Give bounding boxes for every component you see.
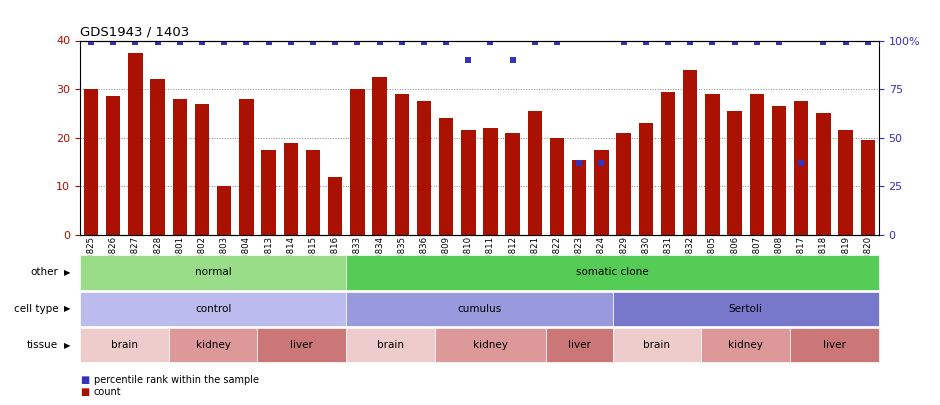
Bar	[239, 99, 254, 235]
Point	[550, 39, 565, 46]
Point	[84, 39, 99, 46]
Text: liver: liver	[568, 340, 590, 350]
Point	[860, 39, 875, 46]
Bar	[462, 130, 476, 235]
Bar	[838, 130, 853, 235]
Bar	[617, 133, 631, 235]
Bar	[572, 160, 587, 235]
Bar	[395, 94, 409, 235]
Point	[216, 39, 231, 46]
Text: control: control	[195, 304, 231, 314]
Text: kidney: kidney	[196, 340, 230, 350]
Bar	[527, 111, 542, 235]
Bar	[350, 89, 365, 235]
Text: brain: brain	[111, 340, 138, 350]
Text: percentile rank within the sample: percentile rank within the sample	[94, 375, 259, 385]
Point	[838, 39, 854, 46]
Point	[195, 39, 210, 46]
Point	[105, 39, 120, 46]
Bar	[816, 113, 831, 235]
Point	[793, 160, 808, 166]
Bar	[195, 104, 210, 235]
Bar	[661, 92, 675, 235]
Text: ■: ■	[80, 387, 89, 397]
Bar	[128, 53, 143, 235]
Text: GDS1943 / 1403: GDS1943 / 1403	[80, 26, 189, 38]
Bar	[794, 101, 808, 235]
Bar	[416, 101, 431, 235]
Bar	[306, 150, 321, 235]
Text: ▶: ▶	[64, 341, 70, 350]
Point	[461, 57, 476, 63]
Text: ■: ■	[80, 375, 89, 385]
Point	[661, 39, 676, 46]
Point	[616, 39, 631, 46]
Text: normal: normal	[195, 267, 231, 277]
Text: ▶: ▶	[64, 268, 70, 277]
Text: ▶: ▶	[64, 304, 70, 313]
Bar	[638, 123, 653, 235]
Point	[306, 39, 321, 46]
Point	[239, 39, 254, 46]
Text: other: other	[30, 267, 58, 277]
Bar	[372, 77, 386, 235]
Point	[261, 39, 276, 46]
Bar	[594, 150, 609, 235]
Text: Sertoli: Sertoli	[728, 304, 762, 314]
Point	[816, 39, 831, 46]
Point	[416, 39, 431, 46]
Text: tissue: tissue	[27, 340, 58, 350]
Bar	[749, 94, 764, 235]
Point	[572, 160, 587, 166]
Point	[283, 39, 298, 46]
Point	[350, 39, 365, 46]
Bar	[217, 186, 231, 235]
Point	[749, 39, 764, 46]
Bar	[284, 143, 298, 235]
Text: kidney: kidney	[728, 340, 763, 350]
Bar	[261, 150, 275, 235]
Bar	[439, 118, 453, 235]
Bar	[550, 138, 564, 235]
Point	[594, 160, 609, 166]
Text: cell type: cell type	[14, 304, 58, 314]
Bar	[328, 177, 342, 235]
Text: brain: brain	[644, 340, 670, 350]
Point	[150, 39, 165, 46]
Point	[638, 39, 653, 46]
Text: cumulus: cumulus	[457, 304, 502, 314]
Text: liver: liver	[290, 340, 313, 350]
Point	[328, 39, 343, 46]
Point	[483, 39, 498, 46]
Bar	[173, 99, 187, 235]
Point	[527, 39, 542, 46]
Bar	[150, 79, 164, 235]
Bar	[728, 111, 742, 235]
Point	[439, 39, 454, 46]
Point	[705, 39, 720, 46]
Text: somatic clone: somatic clone	[576, 267, 649, 277]
Text: brain: brain	[377, 340, 404, 350]
Bar	[506, 133, 520, 235]
Bar	[483, 128, 497, 235]
Bar	[772, 106, 786, 235]
Point	[505, 57, 520, 63]
Bar	[861, 140, 875, 235]
Text: liver: liver	[823, 340, 846, 350]
Bar	[705, 94, 720, 235]
Point	[682, 39, 697, 46]
Bar	[683, 70, 697, 235]
Bar	[84, 89, 98, 235]
Point	[394, 39, 409, 46]
Point	[372, 39, 387, 46]
Text: kidney: kidney	[473, 340, 508, 350]
Point	[172, 39, 187, 46]
Point	[728, 39, 743, 46]
Point	[128, 39, 143, 46]
Point	[772, 39, 787, 46]
Bar	[106, 96, 120, 235]
Text: count: count	[94, 387, 121, 397]
